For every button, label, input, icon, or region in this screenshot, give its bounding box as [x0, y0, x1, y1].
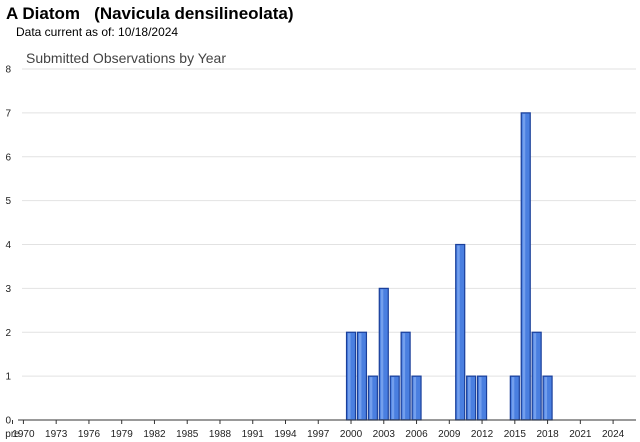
x-tick-label: 2006 — [405, 429, 428, 440]
bar-2010 — [455, 243, 466, 421]
x-tick-label: 1976 — [78, 429, 101, 440]
x-tick-label: 2015 — [504, 429, 527, 440]
bar-highlight — [544, 377, 548, 419]
bar-2016 — [520, 112, 531, 421]
bar-highlight — [380, 289, 384, 419]
bar-2011 — [466, 375, 477, 421]
y-tick-label: 8 — [5, 65, 11, 76]
x-tick-label: 2018 — [536, 429, 559, 440]
bar-2000 — [345, 331, 357, 421]
x-tick-label: 1982 — [143, 429, 166, 440]
bar-highlight — [457, 245, 460, 419]
y-tick-label: 6 — [5, 152, 11, 163]
bar-highlight — [358, 333, 362, 419]
bar-highlight — [468, 377, 471, 419]
bar-2018 — [542, 375, 553, 421]
y-tick-label: 7 — [5, 108, 11, 119]
x-tick-label: 1985 — [176, 429, 199, 440]
bar-2002 — [367, 375, 378, 421]
x-tick-label: 2012 — [471, 429, 494, 440]
bar-highlight — [413, 377, 417, 419]
x-tick-label: 2000 — [340, 429, 363, 440]
x-tick-label: 1973 — [45, 429, 68, 440]
y-tick-label: 1 — [5, 372, 11, 383]
bar-highlight — [511, 377, 515, 419]
bar-highlight — [391, 377, 395, 419]
x-tick-label: pre — [5, 429, 20, 440]
y-tick-label: 2 — [5, 328, 11, 339]
x-tick-label: 1991 — [242, 429, 265, 440]
bar-highlight — [533, 333, 537, 419]
y-tick-label: 0 — [5, 416, 11, 427]
bar-highlight — [402, 333, 406, 419]
x-tick-label: 1994 — [274, 429, 297, 440]
chart-title: Submitted Observations by Year — [26, 50, 227, 66]
page-title: A Diatom (Navicula densilineolata) — [6, 4, 294, 23]
bar-highlight — [479, 377, 482, 419]
bar-2012 — [476, 375, 488, 421]
bar-2004 — [389, 375, 400, 421]
x-tick-label: 2003 — [373, 429, 396, 440]
bar-2001 — [356, 331, 368, 421]
bar-highlight — [348, 333, 351, 419]
bar-2006 — [411, 375, 422, 421]
x-tick-label: 2009 — [438, 429, 461, 440]
bar-2003 — [378, 287, 389, 421]
bar-2017 — [531, 331, 542, 421]
x-tick-label: 2024 — [602, 429, 625, 440]
x-tick-label: 1979 — [111, 429, 134, 440]
data-current-date: Data current as of: 10/18/2024 — [16, 25, 179, 39]
bar-2005 — [400, 331, 411, 421]
y-tick-label: 3 — [5, 284, 11, 295]
x-tick-label: 1970 — [12, 429, 35, 440]
bar-highlight — [369, 377, 373, 419]
x-tick-label: 2021 — [569, 429, 592, 440]
bar-2015 — [509, 375, 520, 421]
y-tick-label: 5 — [5, 196, 11, 207]
bar-highlight — [522, 113, 526, 419]
y-tick-label: 4 — [5, 240, 11, 251]
x-tick-label: 1997 — [307, 429, 330, 440]
x-tick-label: 1988 — [209, 429, 232, 440]
